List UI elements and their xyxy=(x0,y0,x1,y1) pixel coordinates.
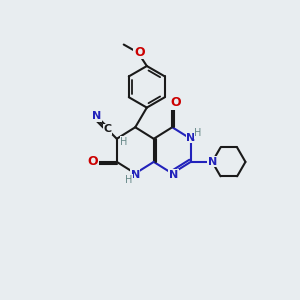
Text: N: N xyxy=(130,169,140,180)
Text: H: H xyxy=(125,175,133,185)
Text: H: H xyxy=(194,128,202,138)
Text: H: H xyxy=(120,136,127,147)
Text: N: N xyxy=(186,133,195,142)
Text: N: N xyxy=(169,169,178,180)
Text: C: C xyxy=(103,124,111,134)
Text: O: O xyxy=(88,155,98,168)
Text: N: N xyxy=(208,157,217,167)
Text: O: O xyxy=(170,97,181,110)
Text: N: N xyxy=(92,111,101,122)
Text: O: O xyxy=(134,46,145,59)
